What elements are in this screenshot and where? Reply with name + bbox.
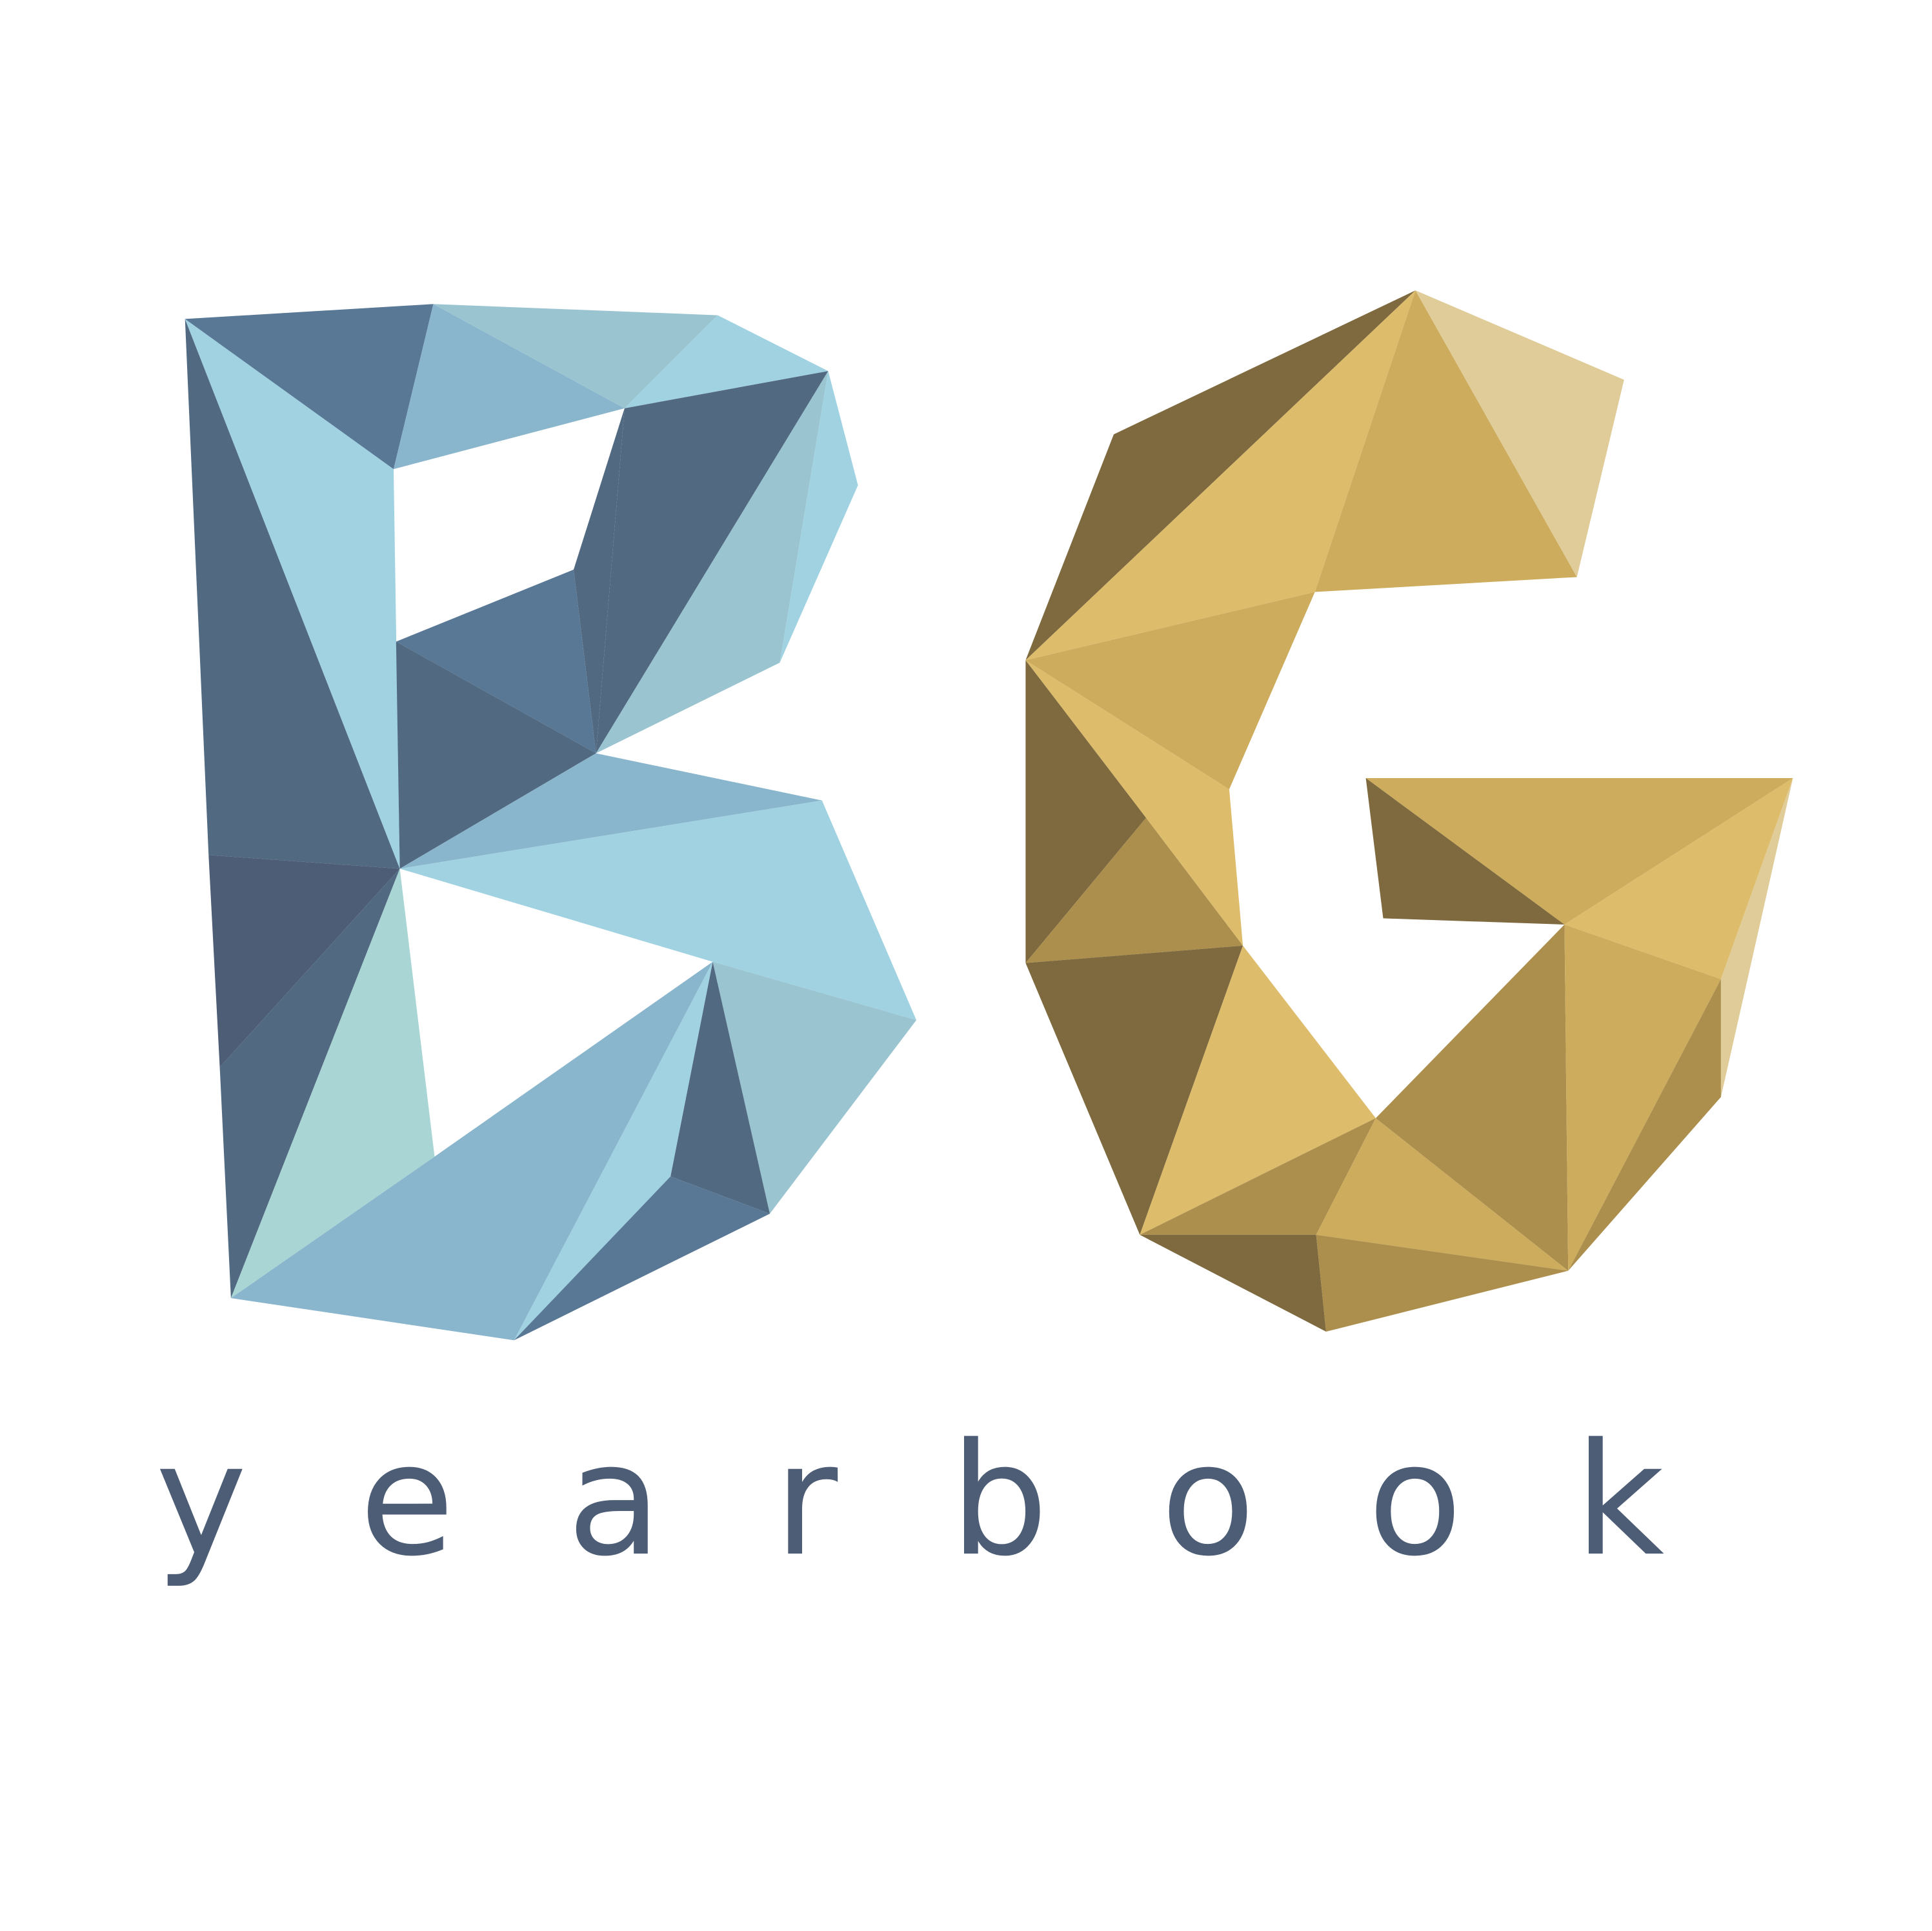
g-facet	[1140, 1234, 1327, 1332]
g-facet	[1314, 290, 1577, 592]
b-facet	[624, 315, 829, 408]
g-facet	[1316, 1234, 1569, 1332]
yearbook-wordmark: yearbook	[156, 1410, 1776, 1590]
b-facet	[396, 569, 596, 754]
wordmark-text: yearbook	[156, 1410, 1776, 1590]
b-facet	[399, 753, 822, 869]
b-facet	[573, 408, 625, 754]
g-facet	[1316, 1118, 1569, 1271]
g-facet	[1720, 778, 1793, 1097]
b-facet	[670, 961, 770, 1214]
letter-g	[1025, 290, 1793, 1332]
b-facet	[712, 961, 917, 1214]
g-facet	[1365, 778, 1565, 925]
b-facet	[230, 868, 435, 1299]
letter-b	[185, 304, 917, 1341]
b-facet	[393, 304, 625, 470]
g-facet	[1564, 925, 1721, 1271]
g-facet	[1025, 660, 1243, 946]
b-facet	[399, 800, 917, 1021]
g-facet	[1564, 778, 1793, 979]
g-facet	[1365, 778, 1793, 925]
b-facet	[208, 855, 400, 1068]
b-facet	[596, 371, 829, 754]
g-facet	[1375, 925, 1569, 1271]
b-facet	[433, 304, 718, 408]
b-facet	[185, 304, 434, 470]
b-facet	[185, 319, 400, 869]
b-facet	[780, 371, 858, 663]
g-facet	[1140, 945, 1376, 1235]
g-facet	[1025, 817, 1243, 963]
g-facet	[1415, 290, 1624, 577]
g-facet	[1140, 1118, 1376, 1235]
b-facet	[514, 1176, 770, 1341]
g-facet	[1025, 945, 1243, 1235]
g-facet	[1025, 660, 1147, 963]
b-facet	[396, 641, 596, 869]
g-facet	[1025, 592, 1315, 790]
b-facet	[230, 961, 713, 1341]
b-facet	[219, 868, 400, 1299]
